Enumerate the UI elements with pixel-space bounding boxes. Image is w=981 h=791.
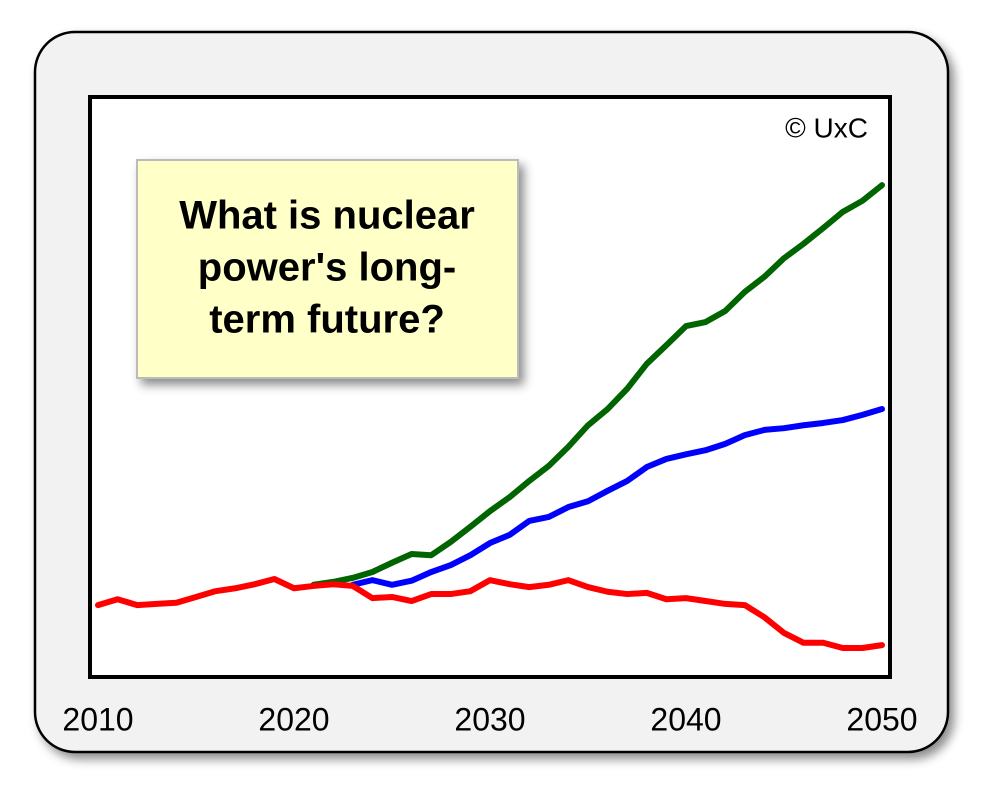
x-tick-label: 2020 (258, 701, 329, 737)
line (95, 575, 885, 651)
x-tick-label: 2050 (846, 701, 917, 737)
callout-box (136, 159, 519, 379)
copyright: © UxC (785, 112, 868, 143)
x-tick-label: 2030 (454, 701, 525, 737)
callout-text: term future? (209, 298, 445, 342)
x-tick-label: 2040 (650, 701, 721, 737)
line (310, 182, 885, 588)
callout-text: What is nuclear (179, 194, 475, 238)
x-tick-label: 2010 (62, 701, 133, 737)
line (349, 406, 885, 588)
callout-text: power's long- (198, 246, 456, 290)
